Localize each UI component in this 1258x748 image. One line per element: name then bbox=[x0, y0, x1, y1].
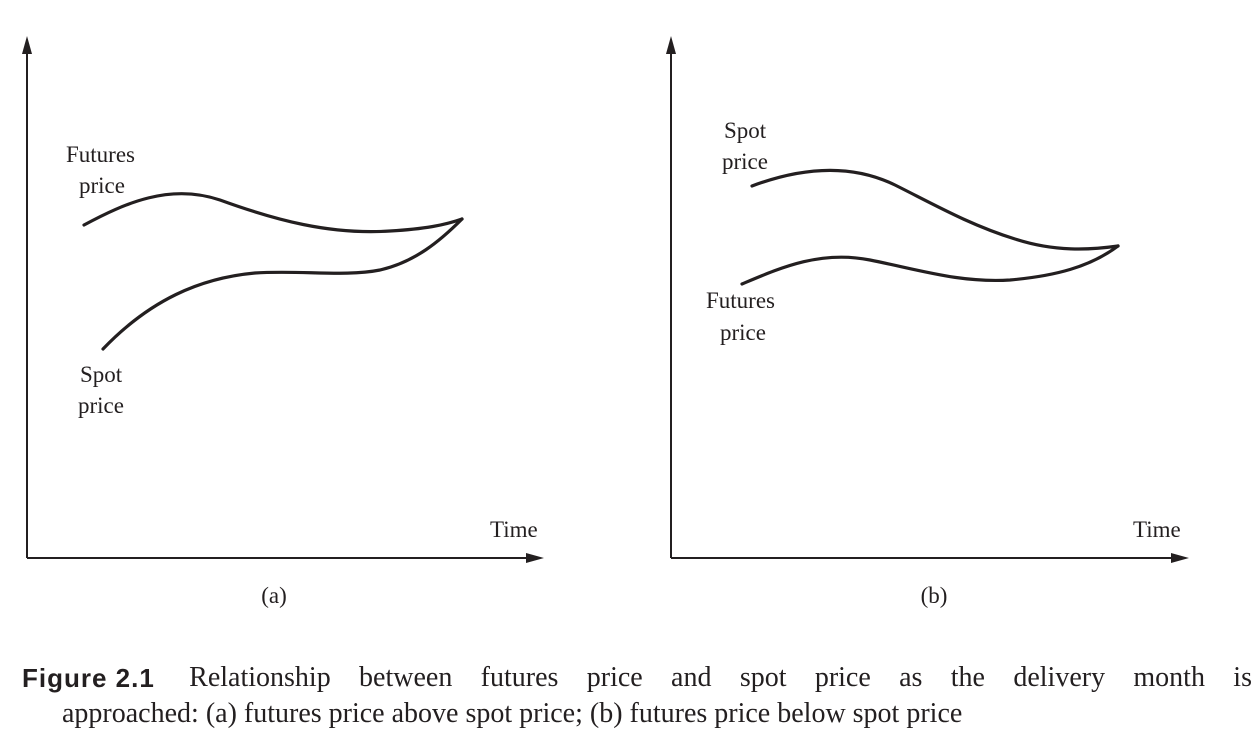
figure-diagram: Futures price Spot price Time (a) Spot p… bbox=[22, 36, 1189, 608]
panel-a-spot-label-line1: Spot bbox=[80, 362, 123, 387]
caption-word: futures bbox=[480, 662, 559, 693]
panel-b-spot-label-line2: price bbox=[722, 149, 768, 174]
panel-b-x-axis-label: Time bbox=[1133, 517, 1181, 542]
caption-word: price bbox=[814, 662, 871, 693]
panel-a-futures-price-curve bbox=[82, 192, 464, 234]
figure-caption: Figure 2.1 Relationship between futures … bbox=[22, 660, 1252, 732]
panel-a-x-axis-label: Time bbox=[490, 517, 538, 542]
panel-b-futures-label-line1: Futures bbox=[706, 288, 775, 313]
panel-b-panel-label: (b) bbox=[921, 583, 948, 608]
panel-a: Futures price Spot price Time (a) bbox=[22, 36, 544, 608]
panel-a-futures-label-line1: Futures bbox=[66, 142, 135, 167]
caption-word: delivery bbox=[1013, 662, 1106, 693]
caption-word: as bbox=[899, 662, 923, 693]
caption-word: and bbox=[671, 662, 712, 693]
caption-line-1: Figure 2.1 Relationship between futures … bbox=[22, 660, 1252, 696]
panel-b-y-axis-arrow bbox=[666, 36, 676, 54]
caption-word: spot bbox=[739, 662, 787, 693]
figure-number-label: Figure 2.1 bbox=[22, 663, 155, 693]
panel-a-spot-price-curve bbox=[101, 217, 464, 351]
panel-a-y-axis-arrow bbox=[22, 36, 32, 54]
caption-line-2: approached: (a) futures price above spot… bbox=[62, 698, 963, 729]
panel-a-spot-label-line2: price bbox=[78, 393, 124, 418]
panel-b-spot-price-curve bbox=[750, 168, 1120, 251]
caption-word: between bbox=[359, 662, 453, 693]
panel-a-x-axis-arrow bbox=[526, 553, 544, 563]
panel-a-futures-label-line2: price bbox=[79, 173, 125, 198]
panel-b-x-axis-arrow bbox=[1171, 553, 1189, 563]
caption-word: Relationship bbox=[189, 662, 331, 693]
caption-word: is bbox=[1233, 662, 1252, 693]
panel-a-panel-label: (a) bbox=[261, 583, 287, 608]
panel-b-futures-label-line2: price bbox=[720, 320, 766, 345]
panel-b: Spot price Futures price Time (b) bbox=[666, 36, 1189, 608]
caption-word: the bbox=[950, 662, 985, 693]
panel-b-spot-label-line1: Spot bbox=[724, 118, 767, 143]
panel-b-futures-price-curve bbox=[740, 244, 1120, 286]
caption-word: month bbox=[1133, 662, 1205, 693]
caption-word: price bbox=[586, 662, 643, 693]
